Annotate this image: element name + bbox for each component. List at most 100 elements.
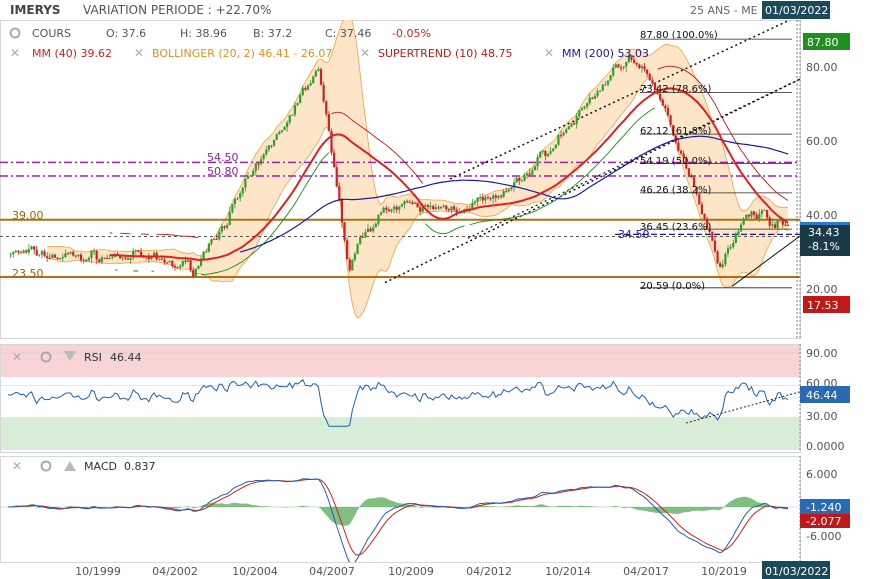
candle-body (591, 97, 594, 99)
candle-body (296, 103, 299, 106)
settings-icon[interactable] (9, 27, 21, 39)
candle-body (737, 231, 740, 235)
candle-body (687, 168, 690, 176)
candle-body (244, 178, 247, 188)
supertrend-down (657, 65, 789, 201)
candle-body (319, 69, 323, 85)
candle-body (325, 101, 328, 115)
candle-body (565, 129, 568, 133)
candle-body (750, 211, 753, 217)
candle-body (309, 82, 312, 86)
candle-body (648, 73, 651, 81)
svg-text:✕: ✕ (360, 46, 370, 60)
candle-body (599, 90, 602, 92)
candle-body (622, 66, 625, 68)
candle-body (32, 246, 36, 250)
candle-body (429, 205, 432, 207)
candle-body (270, 145, 273, 147)
candle-body (66, 253, 70, 255)
candle-body (700, 204, 704, 215)
candle-body (497, 195, 500, 198)
candle-body (343, 222, 346, 241)
candle-body (220, 226, 224, 232)
candle-body (779, 218, 782, 221)
arrow-down-icon[interactable] (64, 351, 76, 361)
candle-body (593, 95, 597, 99)
candle-body (108, 258, 111, 260)
fib-label: 54.19 (50.0%) (640, 156, 711, 167)
candle-body (340, 199, 344, 223)
candle-body (207, 243, 210, 252)
candle-body (137, 250, 140, 252)
candle-body (40, 251, 44, 255)
settings-icon[interactable] (40, 460, 52, 472)
candle-body (338, 186, 341, 200)
supertrend-label: SUPERTREND (10) 48.75 (378, 47, 513, 60)
candle-body (531, 170, 534, 175)
candle-body (53, 254, 57, 258)
close-icon[interactable]: ✕ (134, 46, 144, 60)
period-label[interactable]: 25 ANS - ME (690, 4, 758, 17)
candle-body (523, 175, 526, 181)
rsi-tick: 30.00 (806, 410, 838, 423)
candle-body (455, 209, 458, 213)
candle-body (19, 252, 23, 254)
candle-body (192, 270, 195, 277)
candle-body (627, 55, 630, 62)
candle-body (536, 157, 539, 167)
candle-body (734, 234, 737, 243)
candle-body (575, 116, 578, 125)
candle-body (254, 163, 257, 171)
candle-body (570, 123, 573, 127)
close-icon[interactable]: ✕ (544, 46, 554, 60)
candle-body (520, 180, 524, 182)
candle-body (12, 252, 15, 255)
candle-body (698, 194, 701, 205)
candle-body (719, 263, 722, 267)
candle-body (726, 248, 730, 254)
candle-body (241, 187, 244, 194)
candle-body (711, 231, 714, 241)
settings-icon[interactable] (40, 351, 52, 363)
candle-body (147, 256, 150, 260)
fib-label: 20.59 (0.0%) (640, 281, 705, 292)
candle-body (306, 85, 310, 90)
candle-body (317, 69, 320, 72)
candle-body (669, 115, 672, 126)
candle-body (505, 191, 508, 193)
candle-body (392, 206, 396, 210)
candle-body (314, 71, 317, 77)
candle-body (262, 154, 265, 160)
candle-body (327, 114, 330, 131)
candle-body (450, 206, 453, 211)
candle-body (103, 257, 106, 259)
channel-mid (467, 78, 800, 239)
candle-body (265, 149, 268, 155)
arrow-up-icon[interactable] (64, 461, 76, 471)
close-icon[interactable]: ✕ (12, 459, 22, 473)
candle-body (518, 177, 521, 181)
candle-body (69, 251, 72, 254)
candle-body (526, 173, 529, 176)
close-icon[interactable]: ✕ (10, 46, 20, 60)
candle-body (630, 55, 633, 60)
candle-body (413, 202, 417, 204)
close-icon[interactable]: ✕ (360, 46, 370, 60)
candle-body (439, 206, 443, 209)
candle-body (106, 258, 109, 260)
x-tick-label: 04/2012 (466, 565, 512, 578)
level-label-54: 54.50 (207, 151, 239, 164)
signal-badge-bg (800, 514, 850, 528)
candle-body (721, 264, 724, 267)
candle-body (272, 139, 276, 146)
candle-body (489, 198, 492, 200)
fib-label: 62.12 (61.8%) (640, 126, 711, 137)
level-label-39: 39.00 (12, 209, 44, 222)
candle-body (486, 197, 490, 199)
svg-text:✕: ✕ (134, 46, 144, 60)
close-icon[interactable]: ✕ (12, 350, 22, 364)
candle-body (552, 148, 555, 152)
date-badge-bg (762, 1, 830, 19)
candle-body (197, 265, 200, 269)
rsi-badge-bg (800, 386, 850, 403)
